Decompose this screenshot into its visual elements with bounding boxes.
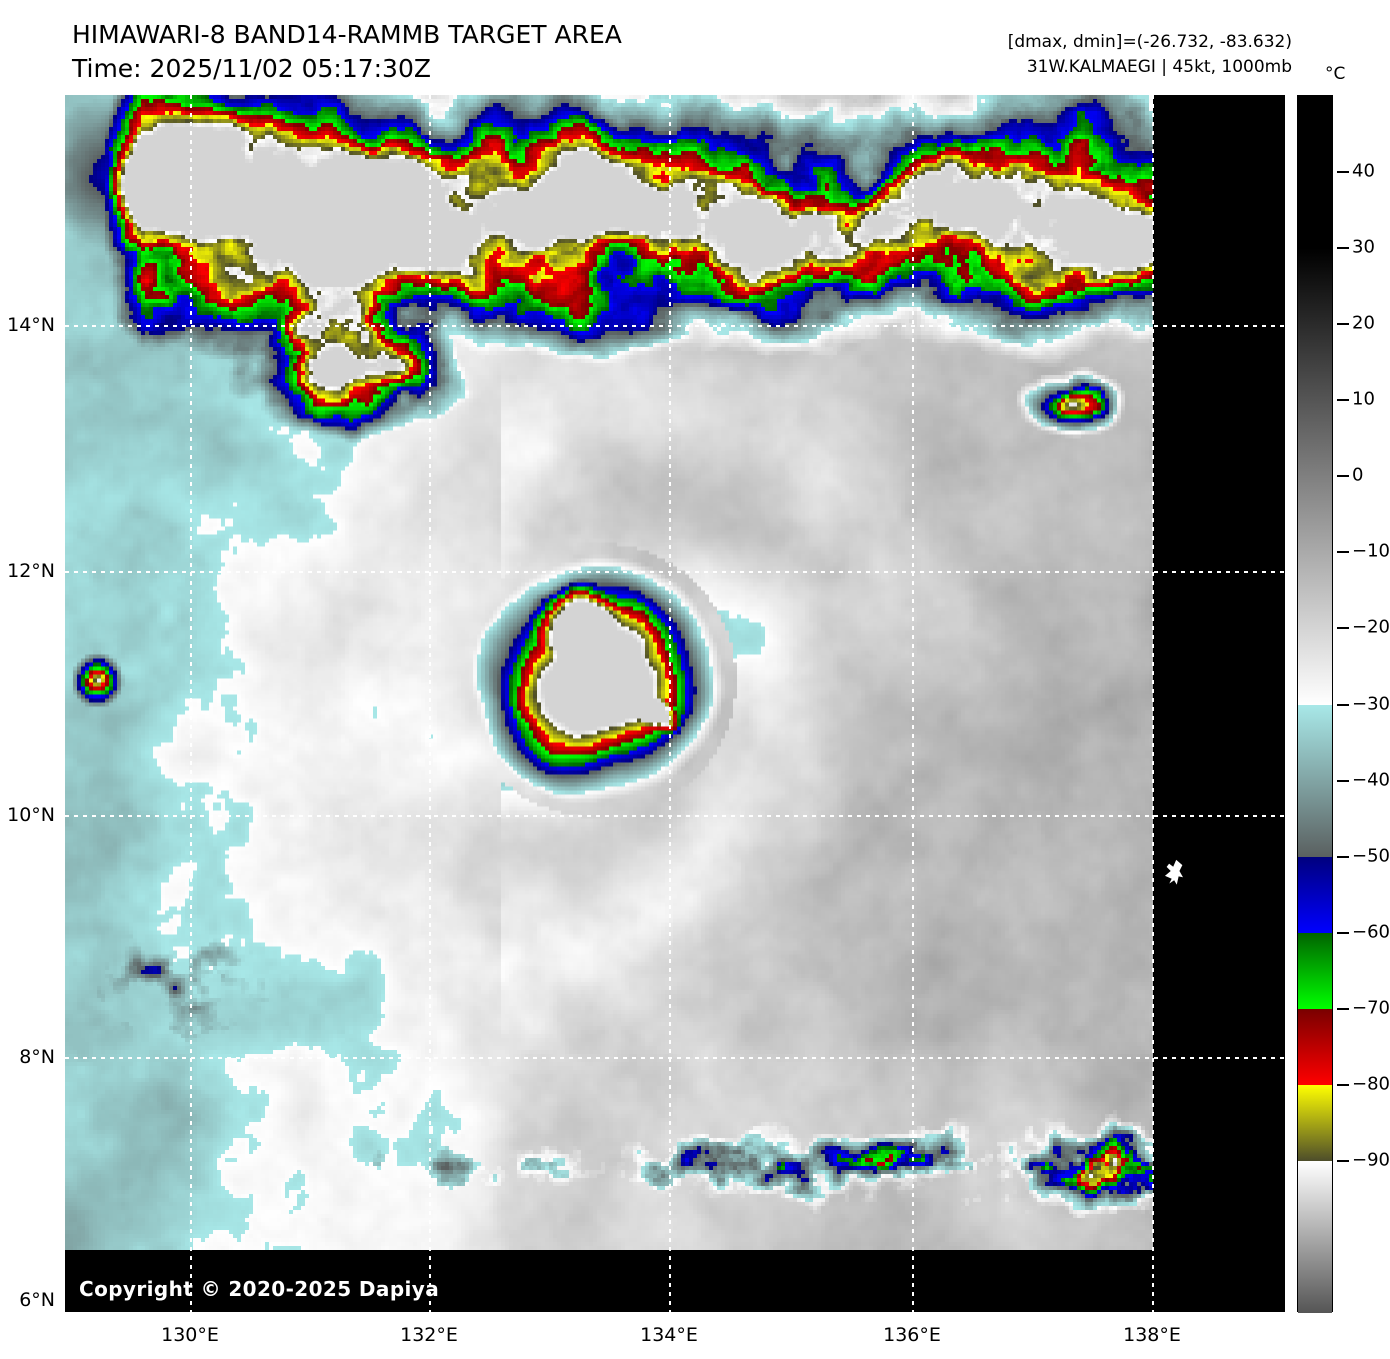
colorbar-segment-yellow-fade	[1298, 1084, 1332, 1161]
y-tick-label-10: 10°N	[7, 804, 55, 826]
colorbar-tick-label--60: −60	[1352, 921, 1390, 943]
colorbar-tick-label-40: 40	[1352, 160, 1375, 182]
y-tick-label-14: 14°N	[7, 314, 55, 336]
colorbar-tick-mark-20	[1337, 323, 1349, 326]
colorbar-segment-black-warm	[1298, 96, 1332, 249]
page-title: HIMAWARI-8 BAND14-RAMMB TARGET AREA	[72, 20, 622, 49]
temperature-colorbar[interactable]	[1297, 95, 1333, 1313]
colorbar-tick-label--40: −40	[1352, 769, 1390, 791]
colorbar-tick-mark-30	[1337, 247, 1349, 250]
colorbar-segment-green	[1298, 932, 1332, 1009]
colorbar-tick-label-30: 30	[1352, 236, 1375, 258]
colorbar-tick-mark-40	[1337, 171, 1349, 174]
colorbar-segment-gray-ramp	[1298, 248, 1332, 705]
colorbar-tick-label--90: −90	[1352, 1149, 1390, 1171]
metadata-block: [dmax, dmin]=(-26.732, -83.632) 31W.KALM…	[1008, 30, 1292, 80]
colorbar-tick-mark-10	[1337, 399, 1349, 402]
satellite-imagery	[65, 95, 1153, 1250]
colorbar-unit-label: °C	[1325, 64, 1346, 84]
colorbar-tick-mark--40	[1337, 779, 1349, 782]
y-tick-label-12: 12°N	[7, 560, 55, 582]
colorbar-tick-mark--30	[1337, 703, 1349, 706]
mouse-cursor-icon	[1163, 858, 1185, 888]
colorbar-tick-mark--50	[1337, 855, 1349, 858]
y-tick-label-6: 6°N	[19, 1289, 55, 1311]
colorbar-tick-label-20: 20	[1352, 312, 1375, 334]
colorbar-tick-label--50: −50	[1352, 845, 1390, 867]
x-tick-label-130: 130°E	[161, 1324, 219, 1346]
storm-info-line: 31W.KALMAEGI | 45kt, 1000mb	[1026, 57, 1292, 77]
x-tick-label-136: 136°E	[883, 1324, 941, 1346]
colorbar-tick-label--20: −20	[1352, 616, 1390, 638]
colorbar-tick-mark--70	[1337, 1007, 1349, 1010]
colorbar-segment-red	[1298, 1008, 1332, 1085]
colorbar-tick-label--30: −30	[1352, 693, 1390, 714]
x-tick-label-134: 134°E	[640, 1324, 698, 1346]
colorbar-tick-mark--60	[1337, 931, 1349, 934]
colorbar-tick-label--70: −70	[1352, 997, 1390, 1019]
timestamp-line: Time: 2025/11/02 05:17:30Z	[72, 54, 431, 83]
colorbar-segment-white-to-gray	[1298, 1160, 1332, 1313]
y-tick-label-8: 8°N	[19, 1046, 55, 1068]
colorbar-tick-mark--90	[1337, 1159, 1349, 1162]
x-tick-label-138: 138°E	[1123, 1324, 1181, 1346]
colorbar-segment-blue	[1298, 856, 1332, 933]
colorbar-tick-label--80: −80	[1352, 1073, 1390, 1095]
colorbar-tick-label-10: 10	[1352, 388, 1375, 410]
colorbar-segment-cyan-to-gray	[1298, 704, 1332, 857]
colorbar-tick-mark--80	[1337, 1083, 1349, 1086]
colorbar-tick-label-0: 0	[1352, 464, 1364, 486]
dminmax-line: [dmax, dmin]=(-26.732, -83.632)	[1007, 32, 1292, 52]
colorbar-tick-label--10: −10	[1352, 540, 1390, 562]
colorbar-tick-mark--20	[1337, 627, 1349, 630]
satellite-canvas	[65, 95, 1153, 1250]
colorbar-tick-mark--10	[1337, 551, 1349, 554]
satellite-image-plot[interactable]: Copyright © 2020-2025 Dapiya	[65, 95, 1285, 1312]
colorbar-tick-mark-0	[1337, 475, 1349, 478]
x-tick-label-132: 132°E	[400, 1324, 458, 1346]
copyright-text: Copyright © 2020-2025 Dapiya	[79, 1277, 440, 1301]
title-block: HIMAWARI-8 BAND14-RAMMB TARGET AREA Time…	[72, 18, 622, 86]
